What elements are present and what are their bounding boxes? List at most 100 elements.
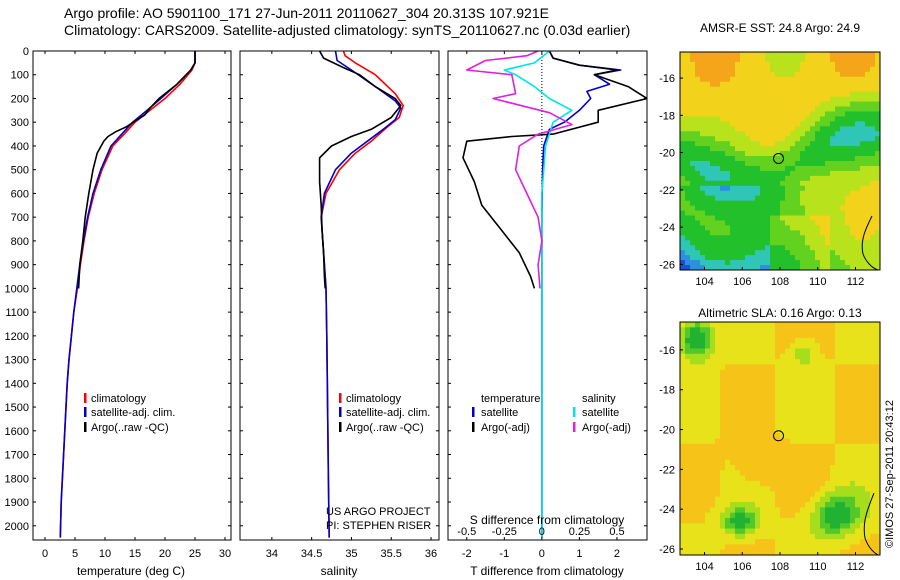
map-cell [705, 412, 711, 418]
map-cell [815, 52, 821, 58]
map-cell [755, 390, 761, 397]
map-cell [765, 401, 771, 408]
map-cell [775, 337, 781, 344]
map-cell [830, 369, 836, 376]
map-cell [745, 56, 751, 63]
map-cell [705, 385, 711, 392]
map-cell [820, 245, 826, 251]
map-cell [720, 332, 726, 339]
map-cell [870, 443, 876, 450]
map-cell [690, 443, 696, 450]
map-cell [690, 332, 696, 339]
map-cell [730, 175, 736, 182]
map-cell [710, 116, 716, 122]
map-cell [855, 359, 861, 365]
map-cell [805, 390, 811, 397]
map-cell [690, 111, 696, 117]
map-cell [820, 185, 826, 192]
map-cell [770, 205, 776, 211]
map-cell [770, 215, 776, 221]
map-cell [700, 322, 706, 328]
map-cell [835, 200, 841, 206]
map-cell [745, 161, 751, 167]
map-cell [685, 86, 691, 93]
map-cell [690, 322, 696, 328]
map-cell [825, 427, 831, 434]
map-cell [740, 250, 746, 256]
map-cell [875, 195, 880, 202]
map-cell [720, 235, 726, 241]
map-cell [710, 470, 716, 476]
map-cell [810, 417, 816, 424]
map-cell [780, 195, 786, 202]
map-cell [810, 96, 816, 102]
map-cell [745, 528, 751, 535]
map-cell [875, 502, 880, 508]
map-cell [685, 359, 691, 365]
map-cell [710, 210, 716, 216]
map-cell [800, 255, 806, 261]
map-cell [835, 332, 841, 339]
map-cell [795, 533, 801, 540]
map-cell [865, 195, 871, 202]
temperature-plot-frame [32, 50, 232, 541]
map-cell [780, 507, 786, 514]
map-cell [690, 146, 696, 152]
map-cell [875, 380, 880, 386]
map-cell [705, 417, 711, 424]
map-cell [695, 480, 701, 487]
map-cell [745, 71, 751, 78]
series-line-0 [541, 51, 622, 538]
map-cell [775, 443, 781, 450]
map-cell [790, 91, 796, 97]
map-cell [705, 180, 711, 187]
map-cell [860, 380, 866, 386]
map-cell [760, 161, 766, 167]
map-cell [825, 528, 831, 535]
map-cell [690, 528, 696, 535]
map-cell [845, 544, 851, 551]
map-cell [750, 401, 756, 408]
map-cell [750, 235, 756, 241]
map-cell [845, 412, 851, 418]
map-cell [715, 348, 721, 355]
map-cell [750, 165, 756, 172]
map-cell [840, 507, 846, 514]
map-cell [690, 459, 696, 466]
sla-map-title: Altimetric SLA: 0.16 Argo: 0.13 [698, 306, 862, 320]
map-cell [775, 185, 781, 192]
map-cell [680, 544, 686, 551]
map-cell [680, 332, 686, 339]
map-cell [805, 454, 811, 461]
map-cell [830, 146, 836, 152]
map-cell [695, 438, 701, 445]
map-cell [740, 491, 746, 498]
map-cell [830, 265, 836, 270]
map-cell [750, 322, 756, 328]
map-cell [695, 106, 701, 112]
map-cell [810, 165, 816, 172]
map-cell [835, 459, 841, 466]
map-cell [830, 121, 836, 127]
map-cell [735, 116, 741, 122]
map-cell [810, 459, 816, 466]
map-cell [720, 156, 726, 162]
map-cell [810, 260, 816, 266]
map-cell [765, 343, 771, 349]
map-cell [695, 507, 701, 514]
map-cell [760, 101, 766, 107]
map-cell [680, 265, 686, 270]
map-cell [745, 170, 751, 177]
map-cell [810, 136, 816, 142]
map-cell [820, 170, 826, 177]
map-cell [775, 106, 781, 112]
map-cell [720, 151, 726, 157]
salinity-legend: climatology satellite-adj. clim. Argo(..… [339, 393, 430, 434]
map-cell [775, 380, 781, 386]
map-cell [730, 359, 736, 365]
map-cell [805, 91, 811, 97]
map-cell [800, 464, 806, 471]
map-cell [870, 230, 876, 236]
map-cell [840, 161, 846, 167]
map-cell [825, 170, 831, 177]
